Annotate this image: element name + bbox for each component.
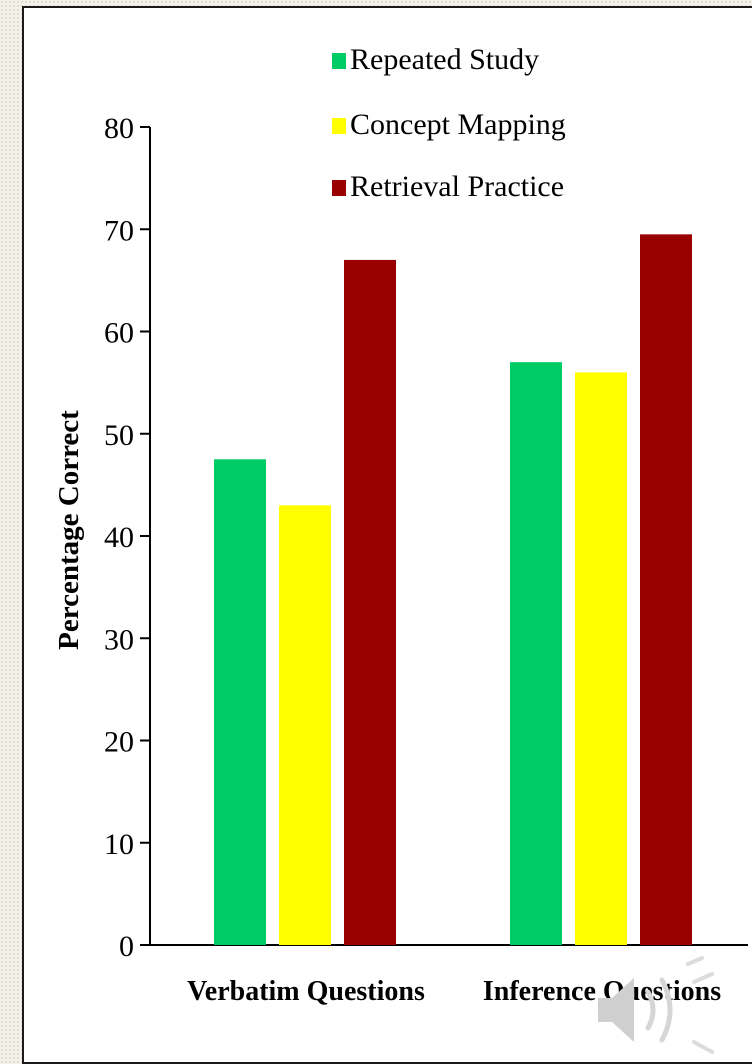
bar-concept-mapping bbox=[575, 372, 627, 945]
bar-retrieval-practice bbox=[344, 259, 396, 945]
y-tick-label: 20 bbox=[104, 726, 134, 759]
bars bbox=[214, 234, 692, 946]
x-tick-label: Verbatim Questions bbox=[187, 976, 425, 1007]
y-ticks: 0 10 20 30 40 50 60 70 80 bbox=[104, 112, 150, 963]
y-tick-label: 60 bbox=[104, 317, 134, 350]
legend-label: Repeated Study bbox=[350, 43, 539, 76]
legend-label: Retrieval Practice bbox=[350, 170, 564, 203]
y-tick-label: 50 bbox=[104, 419, 134, 452]
bar-repeated-study bbox=[510, 362, 562, 945]
legend-label: Concept Mapping bbox=[350, 108, 566, 141]
x-tick-labels: Verbatim Questions Inference Questions bbox=[187, 976, 721, 1007]
y-tick-label: 80 bbox=[104, 112, 134, 145]
bar-retrieval-practice bbox=[640, 234, 692, 946]
y-tick-label: 70 bbox=[104, 214, 134, 247]
speaker-icon[interactable] bbox=[590, 956, 730, 1064]
legend-swatch bbox=[332, 53, 346, 69]
y-tick-label: 0 bbox=[119, 930, 134, 963]
y-tick-label: 10 bbox=[104, 828, 134, 861]
legend-swatch bbox=[332, 118, 346, 134]
legend: Repeated Study Concept Mapping Retrieval P… bbox=[332, 43, 566, 203]
bar-repeated-study bbox=[214, 459, 266, 945]
y-tick-label: 30 bbox=[104, 623, 134, 656]
bar-concept-mapping bbox=[279, 505, 331, 945]
legend-swatch bbox=[332, 180, 346, 196]
y-axis-label: Percentage Correct bbox=[53, 410, 85, 650]
y-tick-label: 40 bbox=[104, 521, 134, 554]
